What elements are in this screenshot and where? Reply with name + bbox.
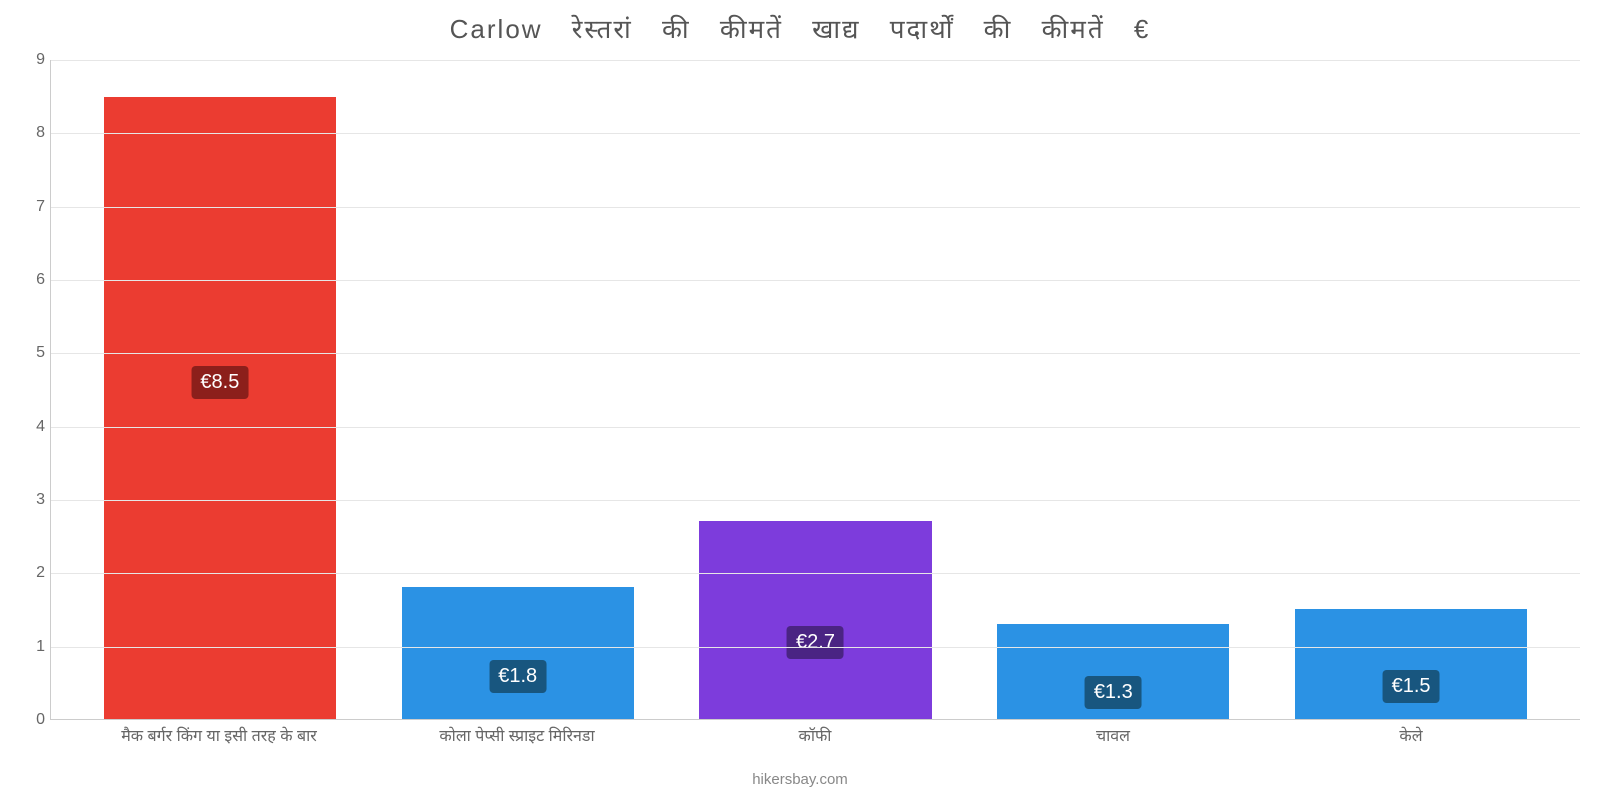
x-tick-label: चावल <box>964 724 1262 746</box>
x-axis-labels: मैक बर्गर किंग या इसी तरह के बारकोला पेप… <box>50 724 1580 746</box>
plot-area: €8.5 €1.8 €2.7 €1.3 €1.5 <box>50 60 1580 720</box>
y-tick-label: 1 <box>20 638 45 656</box>
y-tick-label: 2 <box>20 564 45 582</box>
gridline <box>51 427 1580 428</box>
x-tick-label: कोला पेप्सी स्प्राइट मिरिनडा <box>368 724 666 746</box>
y-tick-label: 7 <box>20 198 45 216</box>
source-attribution: hikersbay.com <box>0 771 1600 788</box>
gridline <box>51 647 1580 648</box>
x-tick-label: कॉफी <box>666 724 964 746</box>
bar-value-label: €1.8 <box>489 660 546 693</box>
x-tick-label: मैक बर्गर किंग या इसी तरह के बार <box>70 724 368 746</box>
y-tick-label: 6 <box>20 271 45 289</box>
y-tick-label: 9 <box>20 51 45 69</box>
bar-value-label: €1.5 <box>1383 670 1440 703</box>
x-tick-label: केले <box>1262 724 1560 746</box>
price-bar-chart: Carlow रेस्तरां की कीमतें खाद्य पदार्थों… <box>0 0 1600 800</box>
bar: €1.3 <box>997 624 1229 719</box>
y-tick-label: 8 <box>20 124 45 142</box>
gridline <box>51 207 1580 208</box>
y-tick-label: 4 <box>20 418 45 436</box>
gridline <box>51 573 1580 574</box>
gridline <box>51 133 1580 134</box>
bar-slot: €8.5 <box>71 60 369 719</box>
y-tick-label: 0 <box>20 711 45 729</box>
bar-value-label: €1.3 <box>1085 676 1142 709</box>
gridline <box>51 500 1580 501</box>
y-tick-label: 3 <box>20 491 45 509</box>
chart-title: Carlow रेस्तरां की कीमतें खाद्य पदार्थों… <box>0 10 1600 46</box>
bar-slot: €2.7 <box>667 60 965 719</box>
bars-container: €8.5 €1.8 €2.7 €1.3 €1.5 <box>51 60 1580 719</box>
gridline <box>51 60 1580 61</box>
gridline <box>51 280 1580 281</box>
gridline <box>51 353 1580 354</box>
bar-value-label: €2.7 <box>787 626 844 659</box>
y-tick-label: 5 <box>20 344 45 362</box>
bar: €1.5 <box>1295 609 1527 719</box>
bar-slot: €1.5 <box>1262 60 1560 719</box>
bar-slot: €1.3 <box>964 60 1262 719</box>
bar-slot: €1.8 <box>369 60 667 719</box>
bar: €8.5 <box>104 97 336 719</box>
bar: €2.7 <box>699 521 931 719</box>
bar: €1.8 <box>402 587 634 719</box>
bar-value-label: €8.5 <box>191 366 248 399</box>
